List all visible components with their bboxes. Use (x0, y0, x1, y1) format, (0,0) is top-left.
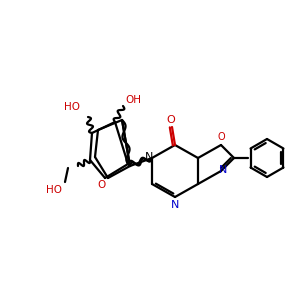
Text: N: N (171, 200, 179, 210)
Text: N: N (145, 152, 153, 162)
Text: HO: HO (64, 102, 80, 112)
Text: HO: HO (46, 185, 62, 195)
Text: OH: OH (125, 95, 141, 105)
Text: O: O (217, 132, 225, 142)
Text: N: N (219, 165, 227, 175)
Text: O: O (167, 115, 176, 125)
Text: O: O (98, 180, 106, 190)
